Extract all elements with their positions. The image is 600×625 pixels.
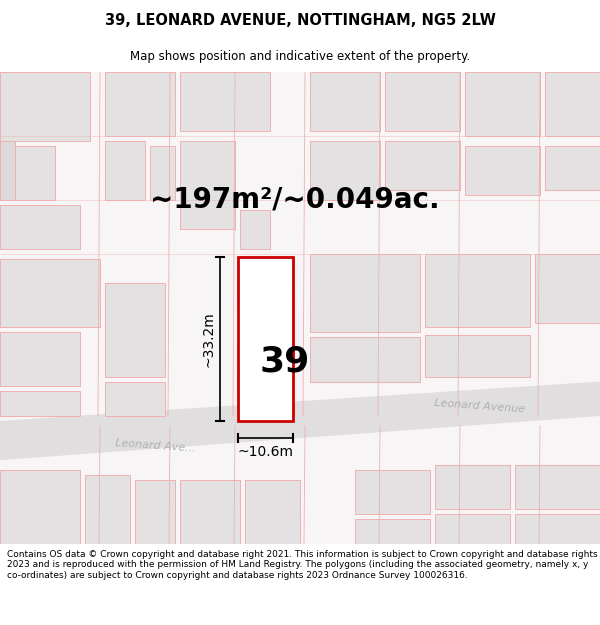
Text: ~10.6m: ~10.6m bbox=[238, 446, 293, 459]
Polygon shape bbox=[355, 470, 430, 514]
Text: ~197m²/~0.049ac.: ~197m²/~0.049ac. bbox=[150, 186, 440, 214]
Polygon shape bbox=[85, 475, 130, 544]
Polygon shape bbox=[465, 146, 540, 195]
Text: Leonard Avenue: Leonard Avenue bbox=[434, 398, 526, 414]
Polygon shape bbox=[135, 480, 175, 544]
Polygon shape bbox=[0, 72, 90, 141]
Polygon shape bbox=[0, 204, 80, 249]
Text: Map shows position and indicative extent of the property.: Map shows position and indicative extent… bbox=[130, 49, 470, 62]
Polygon shape bbox=[310, 72, 380, 131]
Polygon shape bbox=[310, 254, 420, 332]
Polygon shape bbox=[150, 146, 175, 199]
Polygon shape bbox=[0, 391, 80, 416]
Polygon shape bbox=[435, 465, 510, 509]
Polygon shape bbox=[515, 514, 600, 544]
Text: ~33.2m: ~33.2m bbox=[201, 311, 215, 367]
Polygon shape bbox=[0, 332, 80, 386]
Polygon shape bbox=[0, 470, 80, 544]
Polygon shape bbox=[240, 209, 270, 249]
Text: Contains OS data © Crown copyright and database right 2021. This information is : Contains OS data © Crown copyright and d… bbox=[7, 550, 598, 580]
Polygon shape bbox=[515, 465, 600, 509]
Polygon shape bbox=[105, 381, 165, 416]
Polygon shape bbox=[545, 72, 600, 136]
Polygon shape bbox=[105, 72, 175, 136]
Polygon shape bbox=[385, 141, 460, 190]
Text: 39: 39 bbox=[260, 345, 310, 379]
Polygon shape bbox=[465, 72, 540, 136]
Text: Leonard Ave...: Leonard Ave... bbox=[115, 438, 196, 453]
Polygon shape bbox=[545, 146, 600, 190]
Polygon shape bbox=[310, 338, 420, 381]
Polygon shape bbox=[180, 480, 240, 544]
Polygon shape bbox=[355, 519, 430, 544]
Polygon shape bbox=[425, 254, 530, 328]
Polygon shape bbox=[310, 141, 380, 199]
Polygon shape bbox=[0, 259, 100, 328]
Polygon shape bbox=[0, 141, 15, 199]
Polygon shape bbox=[105, 283, 165, 377]
Polygon shape bbox=[385, 72, 460, 131]
Polygon shape bbox=[435, 514, 510, 544]
Polygon shape bbox=[180, 141, 235, 229]
Polygon shape bbox=[535, 254, 600, 322]
Polygon shape bbox=[105, 141, 145, 199]
Polygon shape bbox=[0, 381, 600, 460]
Polygon shape bbox=[238, 257, 293, 421]
Polygon shape bbox=[425, 336, 530, 377]
Polygon shape bbox=[180, 72, 270, 131]
Text: 39, LEONARD AVENUE, NOTTINGHAM, NG5 2LW: 39, LEONARD AVENUE, NOTTINGHAM, NG5 2LW bbox=[104, 12, 496, 28]
Polygon shape bbox=[0, 146, 55, 199]
Polygon shape bbox=[245, 480, 300, 544]
